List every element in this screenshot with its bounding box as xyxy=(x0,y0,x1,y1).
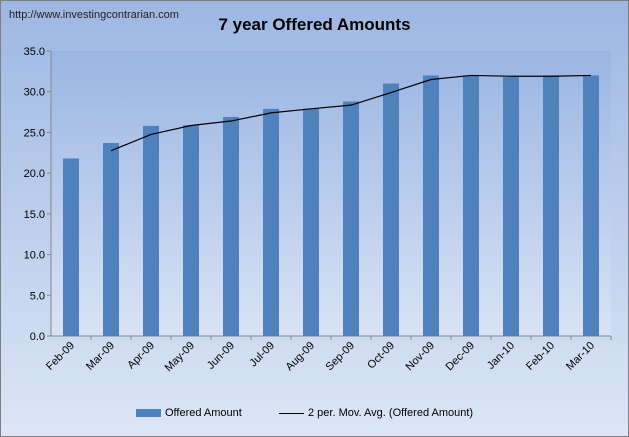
bar-sep-09 xyxy=(343,101,359,336)
y-tick-label: 5.0 xyxy=(30,290,45,302)
x-tick-label: Sep-09 xyxy=(324,340,358,374)
x-tick-label: Mar-09 xyxy=(84,340,117,373)
x-tick-label: Aug-09 xyxy=(284,340,318,374)
y-tick-label: 10.0 xyxy=(24,250,45,262)
bar-mar-10 xyxy=(583,75,599,336)
legend-item-line: 2 per. Mov. Avg. (Offered Amount) xyxy=(279,407,473,419)
legend-label-line: 2 per. Mov. Avg. (Offered Amount) xyxy=(308,407,474,419)
bar-may-09 xyxy=(183,125,199,336)
moving-average-line xyxy=(110,74,592,152)
legend-item-bar: Offered Amount xyxy=(136,407,242,419)
y-tick-label: 35.0 xyxy=(24,46,45,58)
bar-oct-09 xyxy=(383,83,399,336)
y-tick-label: 15.0 xyxy=(24,209,45,221)
x-tick-label: May-09 xyxy=(163,340,197,374)
legend-label-bar: Offered Amount xyxy=(165,407,242,419)
x-tick-label: Jul-09 xyxy=(247,340,277,370)
x-tick-label: Feb-10 xyxy=(524,340,557,373)
y-tick-label: 30.0 xyxy=(24,87,45,99)
legend-swatch-line xyxy=(279,412,304,414)
y-tick-label: 0.0 xyxy=(30,331,45,343)
legend-swatch-bar xyxy=(136,409,161,417)
x-tick-label: Jan-10 xyxy=(485,340,517,372)
x-tick-label: Feb-09 xyxy=(44,340,77,373)
bar-feb-10 xyxy=(543,75,559,336)
y-tick-label: 20.0 xyxy=(24,168,45,180)
x-tick-label: Apr-09 xyxy=(125,340,157,372)
plot-background xyxy=(51,51,611,336)
bar-jun-09 xyxy=(223,116,239,336)
chart-title: 7 year Offered Amounts xyxy=(218,15,411,34)
y-tick-label: 25.0 xyxy=(24,127,45,139)
bar-mar-09 xyxy=(103,143,119,336)
bar-nov-09 xyxy=(423,75,439,336)
x-tick-label: Jun-09 xyxy=(205,340,237,372)
bar-dec-09 xyxy=(463,75,479,336)
x-tick-label: Oct-09 xyxy=(365,340,397,372)
bar-feb-09 xyxy=(63,158,79,336)
x-tick-label: Mar-10 xyxy=(564,340,597,373)
source-url: http://www.investingcontrarian.com xyxy=(9,9,179,21)
bar-aug-09 xyxy=(303,108,319,336)
bar-jan-10 xyxy=(503,77,519,337)
x-tick-label: Nov-09 xyxy=(404,340,438,374)
bar-apr-09 xyxy=(143,125,159,337)
x-tick-label: Dec-09 xyxy=(444,340,478,374)
bar-jul-09 xyxy=(263,108,279,336)
